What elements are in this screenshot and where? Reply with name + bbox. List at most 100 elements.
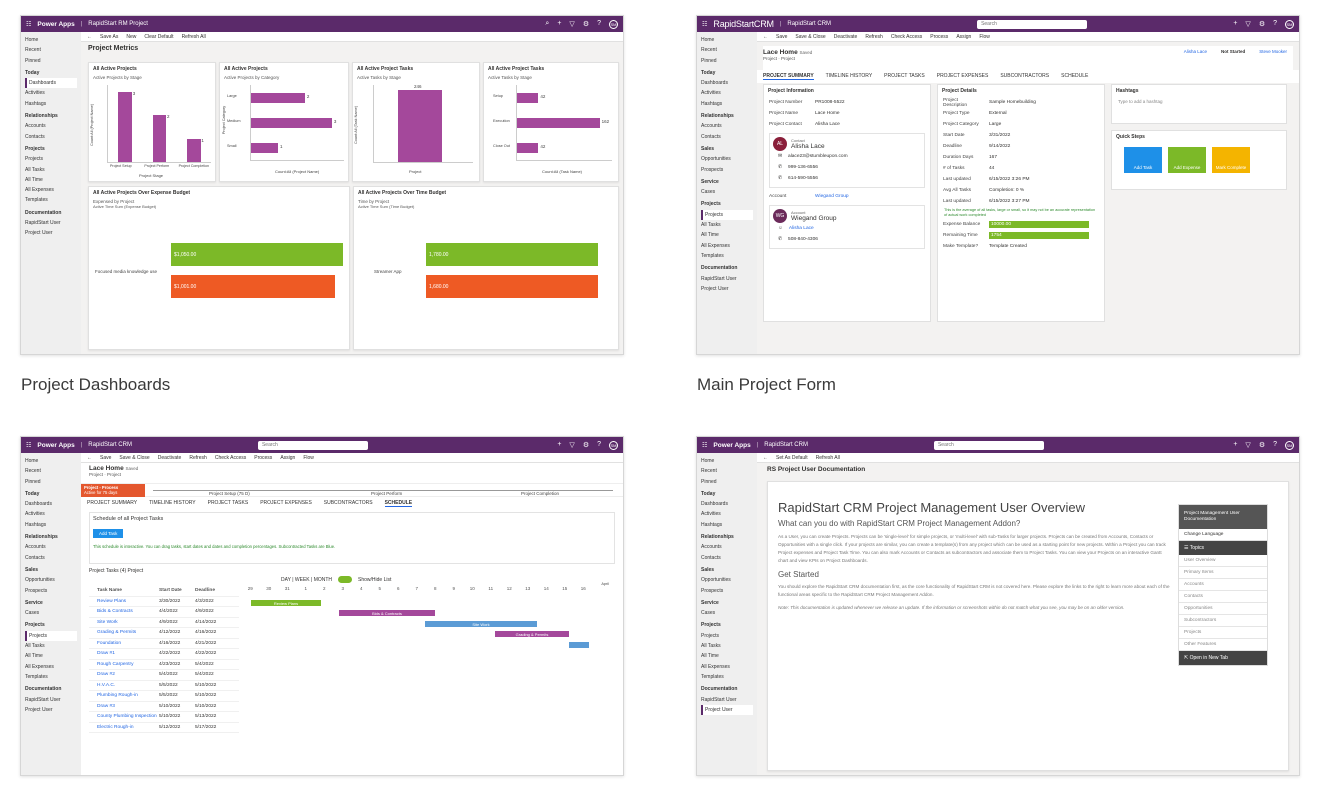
sidebar-item[interactable]: Home	[701, 37, 715, 43]
search-input[interactable]: Search	[933, 440, 1044, 450]
form-field[interactable]: Project Contact Alisha Lace	[769, 122, 840, 127]
sidebar-item[interactable]: Opportunities	[701, 577, 731, 584]
sidebar-item[interactable]: RapidStart User	[25, 696, 61, 703]
gear-icon[interactable]: ⚙	[1258, 441, 1266, 449]
sidebar-item[interactable]: Prospects	[701, 587, 724, 594]
toggle-switch[interactable]	[338, 576, 353, 583]
cmd-set-default[interactable]: Set As Default	[776, 454, 808, 461]
sidebar-item[interactable]: Hashtags	[701, 521, 723, 528]
chart-bar[interactable]	[517, 117, 600, 128]
search-input[interactable]: Search	[257, 440, 368, 450]
sidebar-item[interactable]: RapidStart User	[25, 220, 61, 227]
toc-item[interactable]: Other Features	[1179, 639, 1267, 651]
back-icon[interactable]: ←	[763, 33, 768, 40]
table-row[interactable]: Review Plans 3/30/2022 4/3/2022	[89, 597, 239, 607]
open-new-tab-button[interactable]: ⇱ Open in New Tab	[1179, 651, 1267, 665]
col-deadline[interactable]: Deadline	[195, 588, 215, 594]
sidebar-item[interactable]: Project User	[701, 285, 729, 292]
form-tab[interactable]: PROJECT SUMMARY	[763, 73, 814, 80]
sidebar-item[interactable]: All Tasks	[701, 643, 721, 650]
form-field[interactable]: Avg All Tasks Completion: 0 %	[943, 188, 1025, 193]
form-field[interactable]: Project Category Large	[943, 122, 1002, 127]
sidebar-item[interactable]: All Tasks	[25, 166, 45, 173]
add-task-button[interactable]: Add Task	[1124, 147, 1162, 173]
table-row[interactable]: Draw #1 4/22/2022 4/22/2022	[89, 649, 239, 660]
make-template[interactable]: Make Template? Template Created	[943, 244, 1027, 249]
chart-bar[interactable]	[251, 117, 332, 128]
form-tab[interactable]: TIMELINE HISTORY	[149, 500, 196, 506]
sidebar-item[interactable]: All Tasks	[25, 643, 45, 650]
command-button[interactable]: Assign	[956, 33, 972, 40]
cmd-refresh-all[interactable]: Refresh All	[181, 33, 206, 40]
account-phone[interactable]: ✆ 508-840-4306	[778, 237, 818, 242]
sidebar-item[interactable]: Templates	[25, 197, 48, 204]
table-row[interactable]: H.V.A.C. 5/5/2022 5/10/2022	[89, 681, 239, 691]
gear-icon[interactable]: ⚙	[1258, 20, 1266, 28]
table-row[interactable]: Plumbing Rough-in 5/5/2022 5/10/2022	[89, 691, 239, 702]
cmd-new[interactable]: New	[126, 33, 137, 40]
avatar[interactable]: SM	[609, 19, 618, 29]
sidebar-item[interactable]: RapidStart User	[701, 275, 737, 282]
sidebar-item[interactable]: Pinned	[25, 57, 41, 64]
sidebar-item[interactable]: Recent	[25, 47, 41, 54]
table-row[interactable]: Rough Carpentry 4/23/2022 5/4/2022	[89, 660, 239, 670]
sidebar-item[interactable]: Accounts	[25, 123, 46, 130]
stage-completion[interactable]: Project Completion	[521, 491, 560, 496]
sidebar-item[interactable]: Accounts	[25, 544, 46, 551]
account-name[interactable]: Wiegand Group	[791, 215, 837, 222]
search-icon[interactable]: ⌕	[545, 19, 550, 27]
sidebar-item[interactable]: Home	[25, 37, 39, 43]
table-row[interactable]: Foundation 4/16/2022 4/21/2022	[89, 639, 239, 649]
sidebar-item[interactable]: Cases	[701, 189, 716, 196]
dashboards-screenshot[interactable]: ☷ Power Apps | RapidStart RM Project ⌕ +…	[20, 15, 624, 355]
cmd-save-as[interactable]: Save As	[100, 33, 119, 40]
avatar[interactable]: SM	[1285, 19, 1294, 29]
sidebar-item[interactable]: Contacts	[701, 554, 721, 561]
header-owner[interactable]: Alisha Lace	[1183, 49, 1207, 54]
chart-expense-budget[interactable]: All Active Projects Over Expense Budget …	[88, 186, 350, 350]
sidebar-item[interactable]: Projects	[701, 209, 753, 221]
table-row[interactable]: Draw #2 5/4/2022 5/4/2022	[89, 670, 239, 681]
help-icon[interactable]: ?	[597, 19, 601, 27]
sidebar-item[interactable]: Home	[25, 458, 39, 464]
form-tab[interactable]: SUBCONTRACTORS	[323, 500, 373, 506]
expense-bar-orange[interactable]: $1,001.00	[171, 275, 335, 298]
plus-icon[interactable]: +	[1233, 440, 1238, 448]
toc-item[interactable]: Subcontractors	[1179, 615, 1267, 627]
chart-active-tasks-stage-horizontal[interactable]: All Active Project Tasks Active Tasks by…	[483, 62, 619, 182]
gantt-bar-site-work[interactable]: Site Work	[425, 621, 537, 627]
stage-setup[interactable]: Project Setup (75 D)	[209, 491, 250, 496]
sidebar-item[interactable]: Accounts	[701, 123, 722, 130]
command-button[interactable]: Check Access	[890, 33, 923, 40]
form-tab[interactable]: TIMELINE HISTORY	[825, 73, 873, 79]
expense-bar-green[interactable]: $1,050.00	[171, 243, 343, 266]
sidebar-item[interactable]: All Time	[701, 653, 719, 660]
waffle-icon[interactable]: ☷	[26, 442, 32, 449]
help-icon[interactable]: ?	[1273, 440, 1277, 448]
time-bar-green[interactable]: 1,780.00	[426, 243, 598, 266]
command-button[interactable]: Assign	[280, 454, 296, 461]
toc-item[interactable]: Opportunities	[1179, 603, 1267, 615]
sidebar-item[interactable]: All Expenses	[701, 663, 730, 670]
sidebar-item[interactable]: Opportunities	[25, 577, 55, 584]
filter-icon[interactable]: ▽	[1245, 20, 1251, 28]
sidebar-item[interactable]: Pinned	[701, 478, 717, 485]
table-row[interactable]: County Plumbing Inspection 5/10/2022 5/13/…	[89, 712, 239, 723]
toc-language-select[interactable]: Change Language	[1179, 529, 1267, 541]
back-icon[interactable]: ←	[763, 454, 768, 461]
form-field[interactable]: Project Name Lace Home	[769, 111, 840, 116]
waffle-icon[interactable]: ☷	[26, 21, 32, 28]
command-button[interactable]: Process	[254, 454, 273, 461]
sidebar-item[interactable]: Recent	[701, 468, 717, 475]
chart-bar[interactable]	[152, 115, 167, 162]
add-task-button[interactable]: Add Task	[93, 529, 124, 538]
chart-bar[interactable]	[517, 92, 539, 103]
sidebar-item[interactable]: Projects	[701, 632, 720, 639]
chart-bar[interactable]	[118, 92, 133, 162]
sidebar-item[interactable]: Hashtags	[701, 100, 723, 107]
toc-item[interactable]: Contacts	[1179, 591, 1267, 603]
contact-phone-1[interactable]: ✆ 999-136-6556	[778, 165, 818, 170]
help-icon[interactable]: ?	[1273, 19, 1277, 27]
command-button[interactable]: Save	[776, 33, 788, 40]
gantt-bar-bids-contracts[interactable]: Bids & Contracts	[339, 610, 435, 616]
